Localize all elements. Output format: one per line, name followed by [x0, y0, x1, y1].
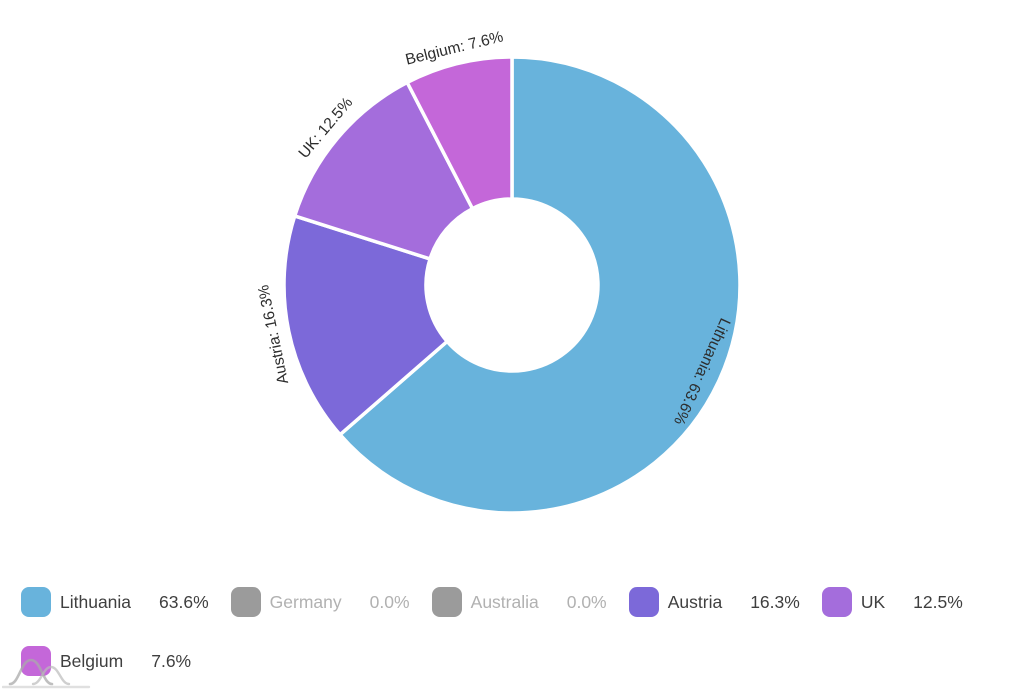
- legend-value: 7.6%: [151, 650, 192, 671]
- legend-value: 16.3%: [750, 591, 800, 612]
- legend-item-uk[interactable]: UK 12.5%: [821, 587, 963, 617]
- slice-lithuania[interactable]: [338, 55, 742, 515]
- legend-swatch-germany: [230, 587, 261, 617]
- amcharts-logo-peak-2: [31, 665, 71, 686]
- slice-belgium[interactable]: [405, 55, 514, 211]
- legend-value: 0.0%: [566, 591, 607, 612]
- legend-swatch-austria: [628, 587, 659, 617]
- legend-item-austria[interactable]: Austria 16.3%: [628, 587, 800, 617]
- legend-item-australia[interactable]: Australia 0.0%: [431, 587, 607, 617]
- legend-label: Lithuania: [60, 591, 132, 612]
- slice-uk[interactable]: [292, 80, 475, 261]
- legend-label: Austria: [667, 591, 723, 612]
- legend: Lithuania 63.6% Germany 0.0% Australia 0.0% Au…: [21, 587, 1011, 676]
- legend-value: 63.6%: [159, 591, 209, 612]
- slice-austria[interactable]: [282, 214, 449, 437]
- legend-item-lithuania[interactable]: Lithuania 63.6%: [21, 587, 209, 617]
- legend-label: Belgium: [60, 650, 124, 671]
- amcharts-logo-icon[interactable]: [2, 654, 94, 690]
- legend-label: Germany: [269, 591, 342, 612]
- legend-label: UK: [860, 591, 886, 612]
- legend-label: Australia: [470, 591, 539, 612]
- legend-swatch-lithuania: [21, 587, 51, 617]
- legend-item-germany[interactable]: Germany 0.0%: [230, 587, 410, 617]
- legend-value: 0.0%: [369, 591, 410, 612]
- legend-swatch-australia: [431, 587, 462, 617]
- legend-value: 12.5%: [913, 591, 963, 612]
- amcharts-logo-peak-1: [8, 658, 54, 686]
- legend-swatch-uk: [821, 587, 852, 617]
- donut-chart: Lithuania: 63.6%Austria: 16.3%UK: 12.5%B…: [255, 28, 742, 515]
